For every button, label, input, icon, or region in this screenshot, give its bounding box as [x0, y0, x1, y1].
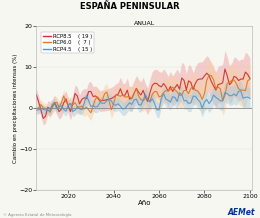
Legend: RCP8.5    ( 19 ), RCP6.0    (  7 ), RCP4.5    ( 15 ): RCP8.5 ( 19 ), RCP6.0 ( 7 ), RCP4.5 ( 15… — [41, 32, 94, 53]
Text: AEMet: AEMet — [227, 208, 255, 217]
Text: ESPAÑA PENINSULAR: ESPAÑA PENINSULAR — [80, 2, 180, 11]
Y-axis label: Cambio en precipitaciones intensas (%): Cambio en precipitaciones intensas (%) — [13, 53, 18, 163]
Title: ANUAL: ANUAL — [134, 21, 155, 26]
Text: © Agencia Estatal de Meteorología: © Agencia Estatal de Meteorología — [3, 213, 71, 217]
X-axis label: Año: Año — [138, 200, 151, 206]
